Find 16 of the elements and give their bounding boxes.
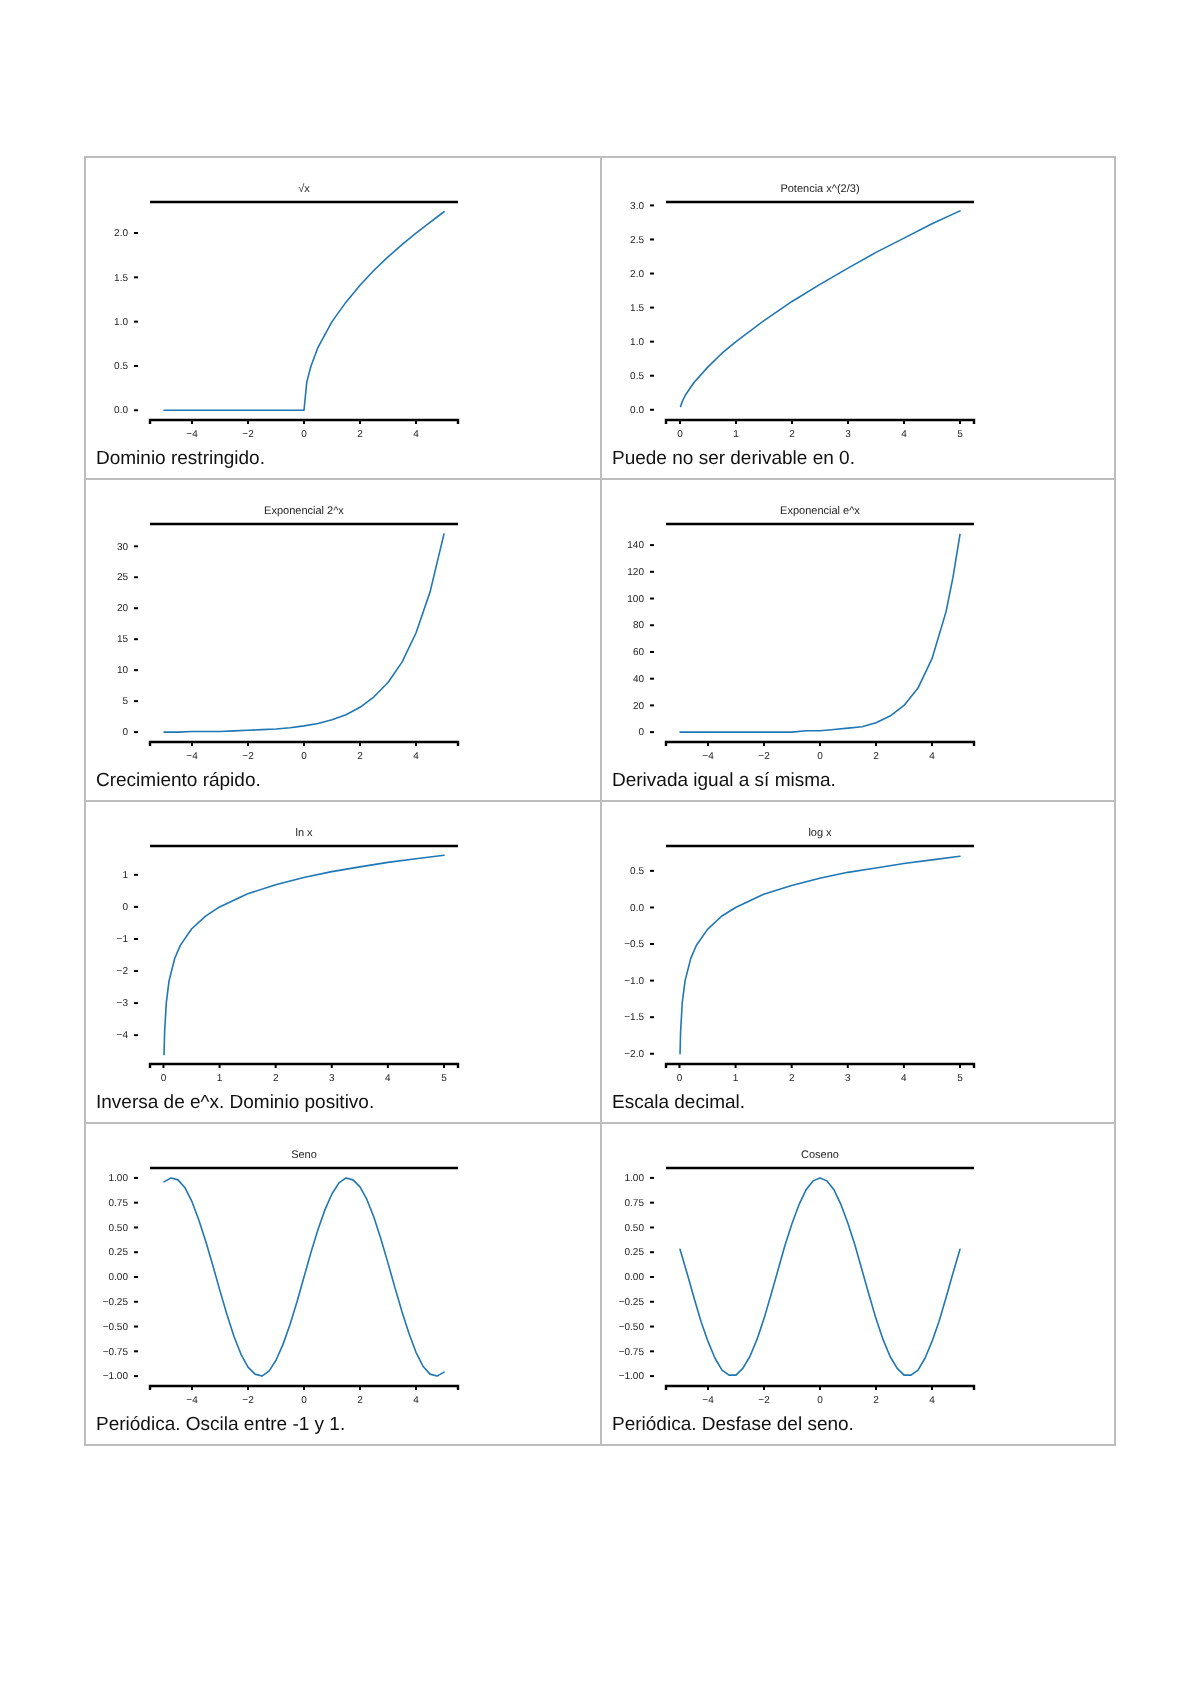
text: Escala decimal.: [611, 1092, 745, 1114]
text: Derivada igual a sí misma.: [611, 770, 835, 792]
line-series: [678, 855, 960, 1055]
line-series: [163, 210, 445, 412]
line-series: [678, 210, 960, 408]
line-series: [163, 533, 445, 733]
text: Puede no ser derivable en 0.: [611, 448, 854, 470]
text: Inversa de e^x. Dominio positivo.: [96, 1092, 375, 1114]
line-series: [163, 1177, 445, 1377]
line-series: [678, 533, 960, 733]
text: Periódica. Oscila entre -1 y 1.: [96, 1414, 346, 1436]
text: Periódica. Desfase del seno.: [611, 1414, 853, 1436]
text: Crecimiento rápido.: [96, 770, 261, 792]
line-series: [163, 854, 445, 1056]
line-series: [678, 1177, 960, 1376]
text: Dominio restringido.: [96, 448, 265, 470]
